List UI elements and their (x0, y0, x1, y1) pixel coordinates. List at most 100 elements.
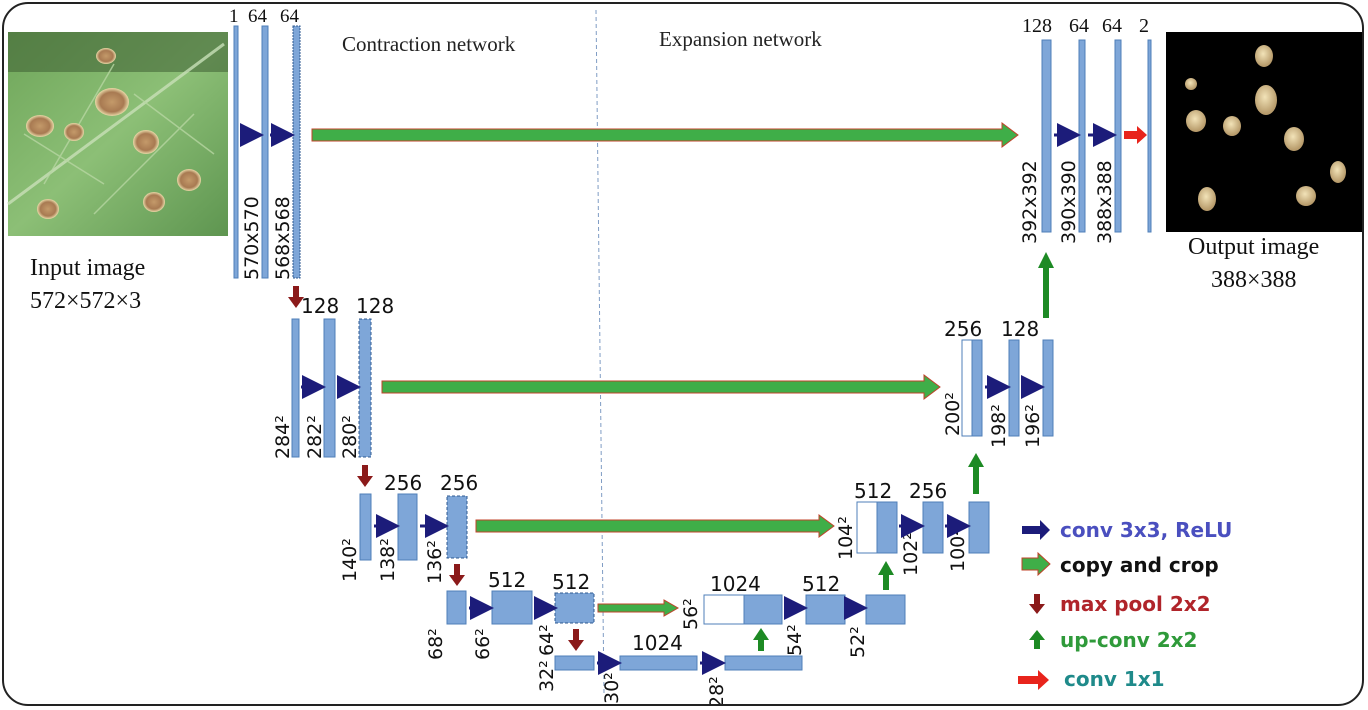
size-label: 66² (472, 628, 494, 660)
size-label: 196² (1022, 404, 1044, 448)
size-label: 568x568 (272, 196, 294, 280)
size-label: 52² (847, 626, 869, 658)
channel-label: 64 (280, 6, 300, 27)
input-image-dims: 572×572×3 (30, 288, 141, 314)
upconv-arrow (753, 628, 769, 651)
copy-crop-arrow (597, 599, 680, 617)
channel-label: 512 (854, 479, 892, 503)
dec-level-2: 256 128 200² 198² 196² (942, 317, 1054, 448)
expansion-title: Expansion network (659, 27, 822, 51)
size-label: 138² (377, 538, 399, 582)
size-label: 102² (900, 532, 922, 576)
cropped-feature-map (703, 594, 745, 625)
dark-red-down-arrow-icon (1029, 594, 1045, 614)
size-label: 390x390 (1058, 160, 1080, 244)
maxpool-arrow (357, 465, 373, 487)
size-label: 280² (339, 415, 361, 459)
legend-item-upconv: up-conv 2x2 (1029, 628, 1197, 652)
feature-map-block (1147, 39, 1152, 233)
size-label: 54² (784, 624, 806, 656)
size-label: 570x570 (241, 196, 263, 280)
upconv-arrow (1038, 252, 1054, 318)
enc-level-1: 1 64 64 570x570 568x568 (229, 6, 301, 280)
channel-label: 1024 (710, 572, 761, 596)
enc-level-3: 256 256 140² 138² 136² (339, 471, 478, 584)
channel-label: 128 (301, 294, 339, 318)
channel-label: 2 (1139, 15, 1149, 37)
channel-label: 128 (1022, 15, 1052, 37)
legend-item-copy: copy and crop (1021, 551, 1219, 577)
size-label: 140² (339, 538, 361, 582)
feature-map-block (397, 493, 418, 561)
feature-map-block (805, 594, 846, 625)
output-image-label: Output image (1188, 234, 1319, 260)
size-label: 28² (706, 676, 728, 706)
feature-map-block (291, 318, 300, 458)
network-divider (595, 9, 605, 695)
feature-map-block (554, 592, 595, 624)
maxpool-arrow (568, 629, 584, 651)
enc-level-2: 128 128 284² 282² 280² (272, 294, 394, 459)
dark-blue-arrow-icon (1022, 520, 1050, 540)
contraction-title: Contraction network (342, 32, 516, 56)
feature-map-block (865, 594, 906, 625)
legend-label: max pool 2x2 (1060, 592, 1211, 616)
legend-label: up-conv 2x2 (1060, 628, 1197, 652)
size-label: 32² (536, 660, 558, 692)
size-label: 56² (680, 598, 702, 630)
legend-label: conv 3x3, ReLU (1060, 518, 1232, 542)
legend-item-conv: conv 3x3, ReLU (1022, 518, 1232, 542)
input-leaf-image (7, 32, 228, 236)
channel-label: 128 (1001, 317, 1039, 341)
input-image-label: Input image (30, 255, 145, 281)
legend-item-maxpool: max pool 2x2 (1029, 592, 1211, 616)
feature-map-block (446, 495, 468, 559)
channel-label: 256 (384, 471, 422, 495)
size-label: 198² (988, 404, 1010, 448)
size-label: 64² (536, 624, 558, 656)
channel-label: 1 (229, 6, 239, 27)
feature-map-block (1008, 339, 1020, 437)
green-copy-arrow-icon (1021, 551, 1051, 577)
size-label: 388x388 (1094, 160, 1116, 244)
channel-label: 512 (552, 570, 590, 594)
size-label: 104² (835, 516, 857, 560)
dec-level-1: 128 64 64 2 392x392 390x390 388x388 (1019, 15, 1152, 244)
channel-label: 512 (802, 572, 840, 596)
copy-crop-arrow (381, 374, 941, 400)
red-right-arrow-icon (1018, 670, 1049, 690)
legend-label: copy and crop (1060, 553, 1219, 577)
feature-map-block (446, 590, 467, 625)
maxpool-arrow (288, 286, 304, 308)
channel-label: 64 (1069, 15, 1089, 37)
maxpool-arrow (449, 564, 465, 586)
channel-label: 256 (909, 479, 947, 503)
output-segmentation-image (1166, 32, 1362, 232)
copy-crop-arrow (475, 514, 835, 538)
dec-level-4: 1024 512 56² 54² 52² (680, 572, 906, 658)
feature-map-block (233, 25, 239, 279)
bottleneck: 1024 32² 30² 28² (536, 631, 803, 706)
channel-label: 256 (440, 471, 478, 495)
legend-label: conv 1x1 (1064, 667, 1165, 691)
feature-map-block (554, 655, 595, 671)
size-label: 282² (304, 415, 326, 459)
feature-map-block (619, 655, 698, 671)
feature-map-block (261, 25, 269, 279)
feature-map-block (876, 501, 898, 554)
feature-map-block (922, 501, 944, 554)
size-label: 200² (942, 392, 964, 436)
feature-map-block (971, 339, 983, 437)
channel-label: 256 (944, 317, 982, 341)
size-label: 392x392 (1019, 160, 1041, 244)
copy-crop-arrow (311, 122, 1019, 148)
channel-label: 64 (1102, 15, 1122, 37)
size-label: 30² (601, 672, 623, 704)
channel-label: 64 (248, 6, 268, 27)
size-label: 68² (425, 628, 447, 660)
feature-map-block (724, 655, 803, 671)
upconv-arrow (878, 561, 894, 590)
final-conv-arrow (1124, 126, 1147, 144)
channel-label: 128 (356, 294, 394, 318)
